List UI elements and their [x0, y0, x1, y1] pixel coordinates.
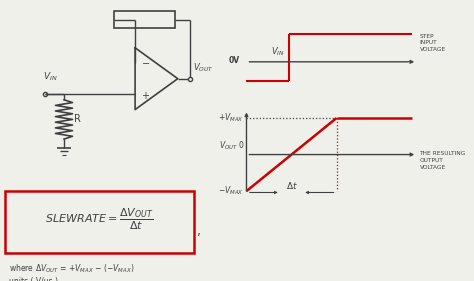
Text: $V_{OUT}$ 0: $V_{OUT}$ 0	[219, 139, 244, 152]
Text: ,: ,	[197, 225, 201, 238]
Text: $V_{IN}$: $V_{IN}$	[43, 71, 57, 83]
Text: $-V_{MAX}$: $-V_{MAX}$	[219, 185, 244, 197]
Text: where $\Delta V_{OUT}$ = $+V_{MAX}$ $-$ ($-V_{MAX}$): where $\Delta V_{OUT}$ = $+V_{MAX}$ $-$ …	[9, 262, 135, 275]
Text: $\Delta t$: $\Delta t$	[285, 180, 298, 191]
Text: $SLEWRATE = \dfrac{\Delta V_{OUT}}{\Delta t}$: $SLEWRATE = \dfrac{\Delta V_{OUT}}{\Delt…	[46, 207, 154, 232]
Text: STEP
INPUT
VOLTAGE: STEP INPUT VOLTAGE	[419, 34, 446, 52]
Bar	[114, 11, 175, 28]
Text: $V_{IN}$: $V_{IN}$	[271, 46, 284, 58]
Text: $+V_{MAX}$: $+V_{MAX}$	[219, 112, 244, 124]
Text: R: R	[74, 114, 82, 124]
Bar	[5, 191, 194, 253]
Text: units ( V/μs ): units ( V/μs )	[9, 277, 58, 281]
Text: THE RESULTING
OUTPUT
VOLTAGE: THE RESULTING OUTPUT VOLTAGE	[419, 151, 466, 170]
Text: $+$: $+$	[141, 90, 150, 101]
Text: $V_{OUT}$: $V_{OUT}$	[193, 62, 214, 74]
Text: $-$: $-$	[141, 57, 150, 67]
Text: 0V: 0V	[228, 56, 239, 65]
